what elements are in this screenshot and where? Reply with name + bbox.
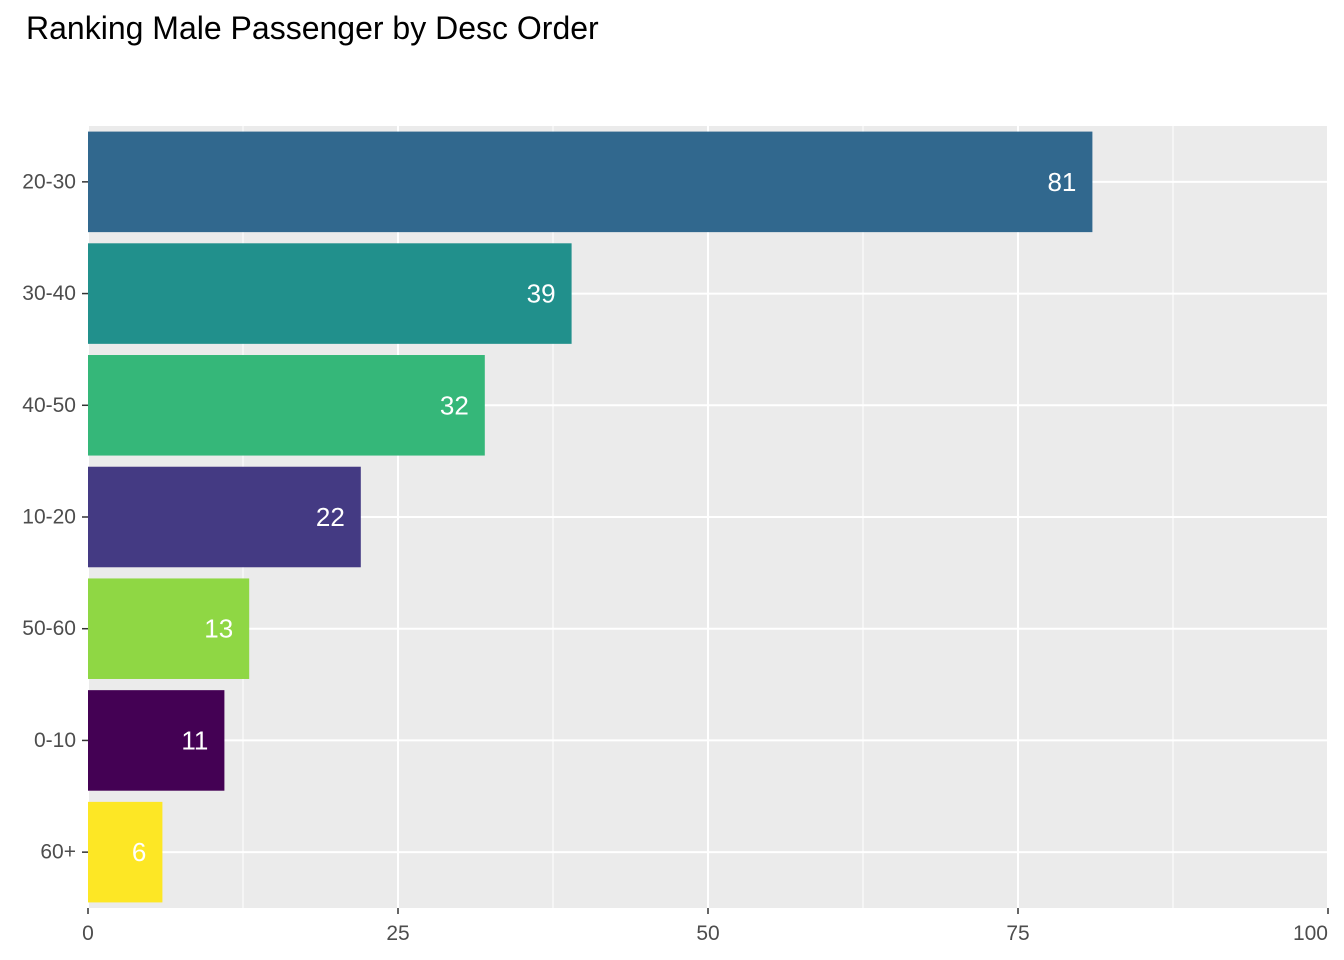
bar [88, 690, 225, 791]
bar-value-label: 32 [440, 390, 469, 420]
bar [88, 243, 572, 344]
bars [88, 131, 1093, 903]
y-tick-label: 20-30 [22, 170, 76, 193]
y-tick-label: 50-60 [22, 617, 76, 640]
x-tick-label: 25 [386, 922, 409, 945]
y-tick-label: 60+ [40, 841, 76, 864]
bar [88, 578, 250, 679]
y-tick-label: 10-20 [22, 506, 76, 529]
x-tick-label: 50 [696, 922, 719, 945]
y-tick-label: 0-10 [34, 729, 76, 752]
x-tick-label: 0 [82, 922, 94, 945]
bar-value-label: 13 [204, 614, 233, 644]
bar [88, 466, 361, 568]
bar-value-label: 81 [1047, 167, 1076, 197]
x-tick-label: 100 [1293, 922, 1328, 945]
y-tick-label: 30-40 [22, 282, 76, 305]
bar-value-label: 39 [527, 279, 556, 309]
bar [88, 131, 1093, 233]
x-axis: 0 25 50 75 100 [82, 908, 1329, 945]
data-labels: 81 39 32 22 13 11 6 [132, 167, 1076, 867]
bar [88, 355, 485, 456]
bar-value-label: 6 [132, 837, 146, 867]
bar [88, 801, 163, 903]
bar-value-label: 22 [316, 502, 345, 532]
y-axis: 20-30 30-40 40-50 10-20 50-60 0-10 60+ [22, 170, 88, 864]
y-tick-label: 40-50 [22, 394, 76, 417]
bar-value-label: 11 [181, 725, 208, 755]
x-tick-label: 75 [1006, 922, 1029, 945]
chart-title: Ranking Male Passenger by Desc Order [26, 10, 599, 46]
